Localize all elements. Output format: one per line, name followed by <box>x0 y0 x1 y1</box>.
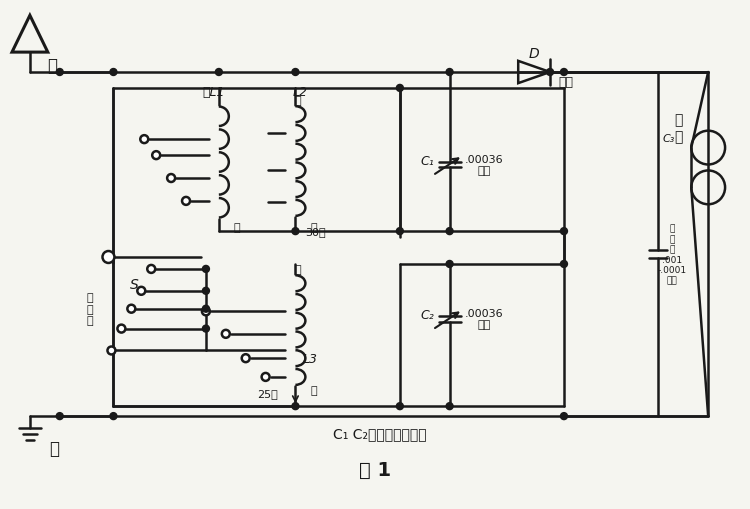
Text: C₂: C₂ <box>421 308 434 322</box>
Text: 尾: 尾 <box>294 96 301 106</box>
Circle shape <box>242 354 250 362</box>
Circle shape <box>560 413 568 420</box>
Text: L2: L2 <box>293 86 308 99</box>
Text: S: S <box>130 277 139 291</box>
Circle shape <box>202 308 210 316</box>
Circle shape <box>397 403 404 410</box>
Circle shape <box>446 261 453 268</box>
Circle shape <box>222 330 230 338</box>
Circle shape <box>446 228 453 235</box>
Text: C₁: C₁ <box>421 155 434 167</box>
Text: .00036
微法: .00036 微法 <box>465 154 504 176</box>
Circle shape <box>397 228 404 235</box>
Circle shape <box>292 69 299 76</box>
Circle shape <box>202 325 209 332</box>
Circle shape <box>292 228 299 235</box>
Circle shape <box>128 305 135 313</box>
Circle shape <box>110 413 117 420</box>
Text: 关: 关 <box>310 385 316 395</box>
Circle shape <box>215 69 222 76</box>
Text: L3: L3 <box>303 352 318 365</box>
Circle shape <box>147 265 155 273</box>
Text: 分
波
器: 分 波 器 <box>86 293 93 326</box>
Circle shape <box>182 197 190 206</box>
Circle shape <box>118 325 125 333</box>
Circle shape <box>152 152 160 160</box>
Circle shape <box>110 69 117 76</box>
Text: C₃: C₃ <box>662 133 675 144</box>
Circle shape <box>137 287 146 295</box>
Text: 尾L1: 尾L1 <box>202 86 225 99</box>
Text: 关: 关 <box>233 223 240 233</box>
Circle shape <box>560 69 568 76</box>
Circle shape <box>56 413 63 420</box>
Circle shape <box>140 136 148 144</box>
Circle shape <box>547 69 554 76</box>
Circle shape <box>262 373 269 381</box>
Text: 电
话
机
.001
-.0001
微法: 电 话 机 .001 -.0001 微法 <box>658 224 687 285</box>
Circle shape <box>202 266 209 273</box>
Text: C₁ C₂电容器动片接地: C₁ C₂电容器动片接地 <box>333 426 427 440</box>
Text: 30圈: 30圈 <box>305 227 326 237</box>
Text: 尾: 尾 <box>294 264 301 274</box>
Circle shape <box>560 228 568 235</box>
Circle shape <box>560 261 568 268</box>
Text: 天: 天 <box>46 57 57 75</box>
Text: 地: 地 <box>49 439 58 457</box>
Circle shape <box>103 251 115 264</box>
Text: D: D <box>529 47 539 61</box>
Text: 图 1: 图 1 <box>359 461 391 479</box>
Circle shape <box>446 403 453 410</box>
Circle shape <box>56 69 63 76</box>
Text: .00036
微法: .00036 微法 <box>465 308 504 330</box>
Circle shape <box>397 86 404 92</box>
Circle shape <box>202 305 209 313</box>
Text: 矿石: 矿石 <box>559 76 574 89</box>
Text: 25圈: 25圈 <box>257 388 278 399</box>
Text: 关: 关 <box>310 223 316 233</box>
Circle shape <box>202 288 209 295</box>
Text: 耳
机: 耳 机 <box>674 114 682 144</box>
Circle shape <box>446 69 453 76</box>
Circle shape <box>167 175 175 183</box>
Circle shape <box>107 347 116 355</box>
Circle shape <box>292 403 299 410</box>
